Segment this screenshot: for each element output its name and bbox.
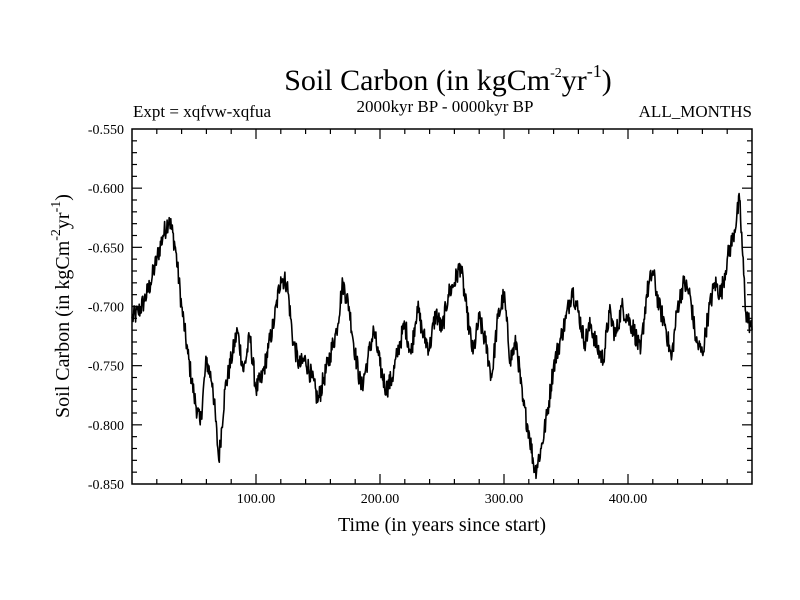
y-tick-label: -0.700 — [88, 301, 124, 316]
title-sup-1: -2 — [550, 66, 562, 81]
title-mid: yr — [562, 64, 587, 97]
title-sup-2: -1 — [587, 61, 602, 81]
subtitle-center: 2000kyr BP - 0000kyr BP — [357, 97, 534, 116]
ylabel-end: ) — [52, 194, 74, 201]
y-axis-ticks: -0.850 -0.800 -0.750 -0.700 -0.650 -0.600 -0.5… — [88, 123, 752, 493]
chart-title: Soil Carbon (in kgCm-2yr-1) — [284, 61, 612, 97]
ylabel-sup-1: -2 — [49, 229, 64, 241]
y-tick-label: -0.750 — [88, 360, 124, 375]
x-tick-label: 400.00 — [609, 492, 648, 507]
y-axis-label: Soil Carbon (in kgCm-2yr-1) — [49, 194, 74, 418]
ylabel-mid: yr — [52, 212, 74, 229]
title-main: Soil Carbon (in kgCm — [284, 64, 550, 97]
x-axis-label: Time (in years since start) — [338, 514, 546, 536]
title-end: ) — [602, 64, 612, 97]
y-tick-label: -0.800 — [88, 419, 124, 434]
y-tick-label: -0.850 — [88, 478, 124, 493]
x-axis-ticks: 100.00 200.00 300.00 400.00 — [156, 129, 728, 507]
subtitle-left: Expt = xqfvw-xqfua — [133, 102, 271, 121]
x-tick-label: 100.00 — [237, 492, 276, 507]
ylabel-main: Soil Carbon (in kgCm — [52, 240, 74, 418]
ylabel-sup-2: -1 — [49, 201, 64, 213]
y-tick-label: -0.650 — [88, 241, 124, 256]
y-tick-label: -0.600 — [88, 182, 124, 197]
soil-carbon-series-line — [131, 192, 753, 480]
x-tick-label: 200.00 — [361, 492, 400, 507]
y-tick-label: -0.550 — [88, 123, 124, 138]
subtitle-right: ALL_MONTHS — [639, 102, 752, 121]
x-tick-label: 300.00 — [485, 492, 524, 507]
